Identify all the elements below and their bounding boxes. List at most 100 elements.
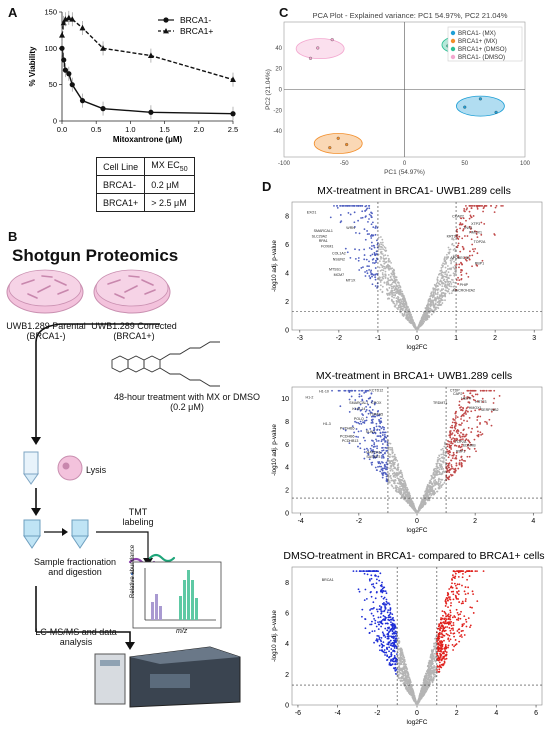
volcano-point (367, 220, 369, 223)
volcano-point (439, 295, 442, 297)
volcano-point (423, 693, 425, 696)
table-header-ec50: MX EC50 (144, 157, 195, 176)
volcano-point (387, 641, 390, 644)
volcano-point (396, 285, 399, 288)
volcano-point (442, 460, 445, 463)
volcano-point (391, 632, 394, 635)
volcano-point (465, 204, 467, 207)
volcano-point (428, 482, 431, 485)
y-tick-label: 4 (285, 465, 289, 472)
volcano-point (455, 618, 458, 621)
volcano-point (445, 657, 448, 660)
volcano-point (476, 393, 479, 396)
volcano-point (452, 258, 454, 260)
volcano-point (426, 688, 429, 691)
volcano-point (431, 475, 433, 478)
volcano-point (370, 248, 373, 250)
volcano-point (383, 281, 386, 284)
volcano-point (452, 244, 455, 247)
volcano-point (468, 448, 471, 450)
volcano-point (466, 207, 468, 210)
volcano-point (397, 464, 399, 467)
y-tick-label: 20 (275, 67, 282, 73)
volcano-point (384, 627, 387, 630)
volcano-point (454, 639, 457, 641)
volcano-point (459, 617, 462, 620)
volcano-point (432, 676, 435, 679)
volcano-point (411, 318, 414, 321)
gene-label: CTDP (450, 389, 460, 393)
sample-tubes (23, 519, 89, 549)
pca-point (345, 142, 349, 147)
volcano-point (454, 616, 457, 619)
volcano-point (402, 301, 405, 304)
volcano-point (456, 246, 459, 249)
volcano-point (370, 583, 373, 586)
volcano-point (436, 297, 438, 300)
volcano-point (455, 462, 458, 465)
volcano-point (376, 435, 379, 438)
volcano-point (430, 649, 433, 652)
volcano-point (438, 635, 441, 638)
volcano-point (387, 258, 390, 261)
volcano-point (368, 233, 370, 235)
volcano-point (410, 504, 413, 507)
volcano-point (376, 454, 379, 457)
volcano-point (465, 433, 468, 436)
volcano-point (472, 215, 475, 217)
volcano-point (443, 481, 446, 484)
volcano-point (408, 313, 411, 315)
volcano-point (437, 670, 440, 673)
volcano-point (381, 646, 383, 649)
volcano-point (464, 411, 467, 413)
volcano-point (349, 256, 352, 259)
volcano-point (458, 404, 461, 407)
volcano-point (372, 583, 375, 585)
volcano-point (457, 619, 460, 621)
volcano-point (396, 639, 399, 642)
volcano-point (371, 439, 373, 442)
volcano-point (463, 428, 465, 431)
volcano-point (413, 323, 416, 326)
volcano-point (398, 298, 401, 301)
volcano-point (440, 617, 442, 619)
volcano-point (380, 461, 383, 463)
volcano-point (442, 262, 444, 265)
volcano-point (430, 490, 433, 492)
volcano-point (403, 679, 406, 682)
volcano-point (394, 659, 397, 662)
volcano-point (430, 292, 433, 295)
volcano-point (444, 280, 446, 283)
volcano-point (464, 586, 467, 588)
volcano-point (408, 309, 411, 311)
volcano-point (436, 278, 439, 280)
volcano-point (379, 425, 382, 428)
volcano-point (463, 397, 465, 400)
volcano-point (388, 613, 391, 616)
data-point (69, 16, 76, 22)
volcano-point (402, 655, 405, 658)
volcano-point (374, 466, 377, 469)
volcano-point (490, 424, 493, 427)
volcano-point (384, 274, 387, 277)
pca-point (308, 56, 313, 60)
volcano-point (381, 253, 384, 255)
volcano-point (401, 479, 404, 482)
volcano-point (377, 575, 380, 578)
volcano-point (395, 278, 398, 281)
volcano-point (359, 447, 362, 450)
volcano-point (381, 623, 384, 625)
volcano-point (394, 669, 397, 672)
volcano-point (388, 655, 391, 658)
volcano-point (405, 490, 407, 493)
volcano-point (396, 474, 399, 477)
data-point (79, 24, 86, 31)
x-tick-label: 0.5 (91, 125, 101, 134)
volcano-point (461, 409, 464, 412)
volcano-point (410, 498, 413, 500)
volcano-point (386, 633, 389, 636)
volcano-point (387, 631, 390, 634)
volcano-point (375, 591, 378, 594)
volcano-point (450, 624, 453, 627)
volcano-point (457, 254, 459, 257)
